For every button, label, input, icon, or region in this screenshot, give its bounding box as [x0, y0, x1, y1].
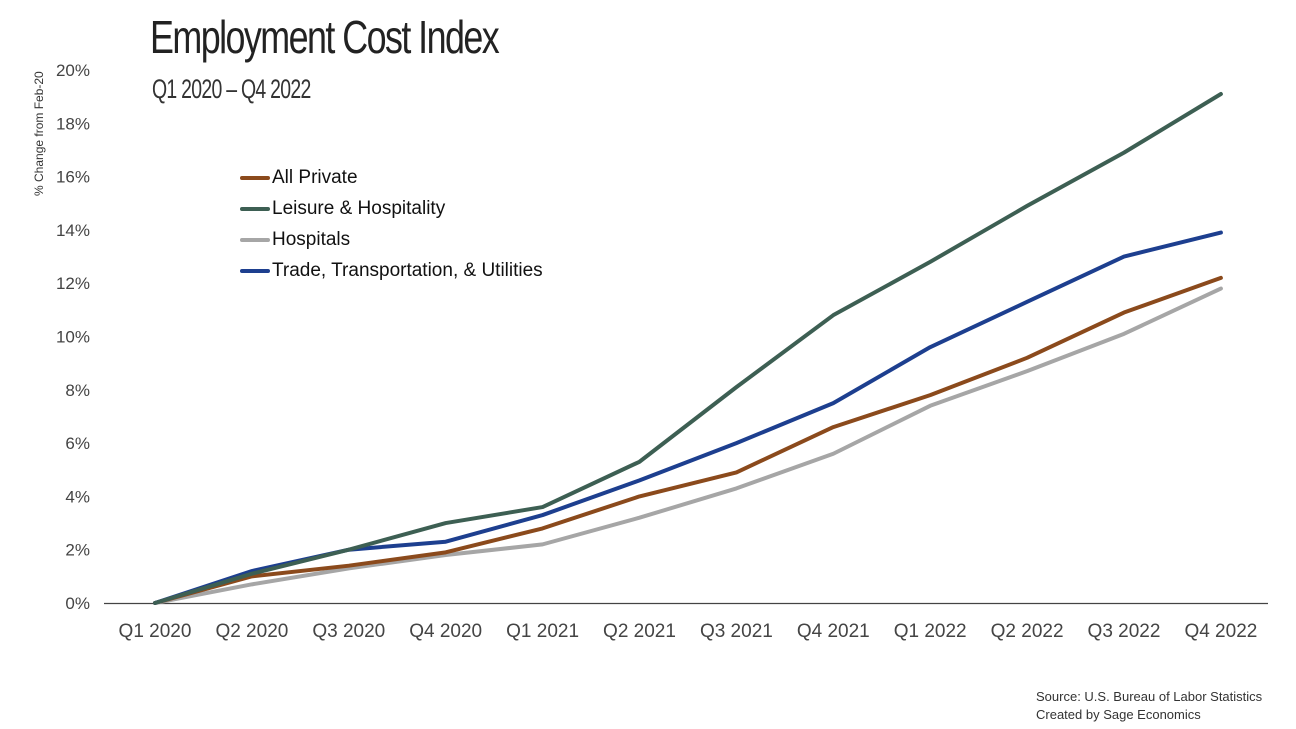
y-tick-label: 20% — [56, 61, 90, 80]
x-tick-label: Q2 2020 — [215, 621, 288, 642]
chart-title: Employment Cost Index — [150, 11, 500, 63]
x-tick-label: Q1 2021 — [506, 621, 579, 642]
legend-item-all-private: All Private — [240, 162, 543, 193]
x-tick-label: Q3 2021 — [700, 621, 773, 642]
legend-label: Leisure & Hospitality — [272, 197, 446, 219]
legend-item-leisure-hospitality: Leisure & Hospitality — [240, 193, 543, 224]
y-tick-label: 10% — [56, 328, 90, 347]
x-tick-label: Q2 2022 — [991, 621, 1064, 642]
legend-swatch — [240, 175, 270, 180]
y-tick-label: 12% — [56, 274, 90, 293]
source-note: Source: U.S. Bureau of Labor Statistics … — [1036, 688, 1262, 724]
y-tick-label: 14% — [56, 221, 90, 240]
x-tick-label: Q4 2021 — [797, 621, 870, 642]
y-tick-label: 0% — [65, 594, 90, 613]
legend-swatch — [240, 268, 270, 273]
legend: All Private Leisure & Hospitality Hospit… — [240, 162, 543, 286]
series-line-all-private — [153, 275, 1223, 605]
x-tick-label: Q4 2022 — [1184, 621, 1257, 642]
x-tick-label: Q1 2020 — [119, 621, 192, 642]
legend-label: All Private — [272, 166, 358, 188]
legend-item-hospitals: Hospitals — [240, 224, 543, 255]
source-line: Source: U.S. Bureau of Labor Statistics — [1036, 689, 1263, 704]
x-tick-label: Q4 2020 — [409, 621, 482, 642]
x-tick-label: Q2 2021 — [603, 621, 676, 642]
legend-swatch — [240, 206, 270, 211]
y-tick-label: 8% — [65, 381, 90, 400]
credit-line: Created by Sage Economics — [1036, 707, 1201, 722]
legend-item-trade-transportation-utilities: Trade, Transportation, & Utilities — [240, 255, 543, 286]
legend-swatch — [240, 237, 270, 242]
x-tick-label: Q3 2020 — [312, 621, 385, 642]
y-tick-label: 18% — [56, 114, 90, 133]
y-tick-label: 6% — [65, 434, 90, 453]
series-line-leisure-hospitality — [153, 91, 1223, 605]
x-tick-label: Q3 2022 — [1088, 621, 1161, 642]
x-tick-label: Q1 2022 — [894, 621, 967, 642]
legend-label: Trade, Transportation, & Utilities — [272, 259, 543, 281]
series-line-hospitals — [153, 286, 1223, 605]
series-line-trade-transportation-utilities — [153, 230, 1223, 605]
y-tick-label: 16% — [56, 168, 90, 187]
legend-label: Hospitals — [272, 228, 351, 250]
y-axis-label: % Change from Feb-20 — [32, 71, 46, 196]
chart-subtitle: Q1 2020 – Q4 2022 — [152, 74, 311, 104]
y-tick-label: 2% — [65, 541, 90, 560]
y-tick-label: 4% — [65, 487, 90, 506]
